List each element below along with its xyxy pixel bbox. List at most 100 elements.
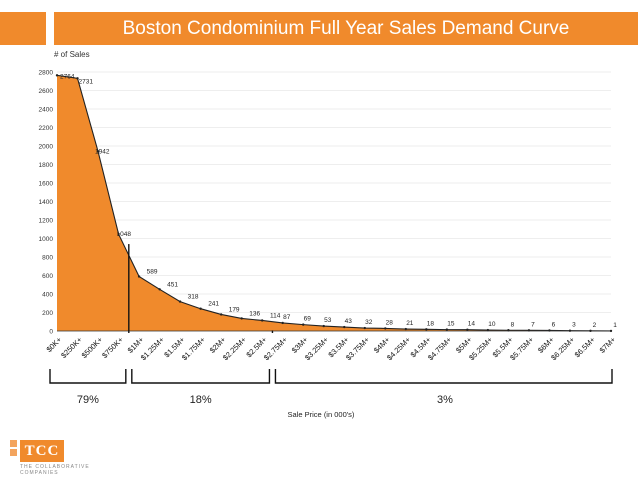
- y-tick-label-2200: 2200: [39, 125, 54, 132]
- data-point-24: [548, 329, 551, 332]
- y-tick-label-1000: 1000: [39, 236, 54, 243]
- logo-subtitle: THE COLLABORATIVE COMPANIES: [20, 464, 90, 476]
- demand-area: [57, 75, 611, 331]
- data-point-7: [199, 307, 202, 310]
- chart-title: Boston Condominium Full Year Sales Deman…: [122, 18, 570, 39]
- data-point-25: [568, 329, 572, 332]
- data-label-5: 451: [167, 281, 178, 288]
- data-point-26: [589, 329, 592, 333]
- x-tick-label-1: $250K+: [59, 335, 84, 360]
- tcc-logo: TCC THE COLLABORATIVE COMPANIES: [10, 440, 89, 476]
- logo-square-1: [10, 440, 17, 447]
- data-label-11: 87: [283, 314, 291, 321]
- bracket-2: [274, 369, 613, 384]
- bracket-0: [49, 369, 127, 384]
- data-label-21: 10: [488, 321, 496, 328]
- x-axis-label: Sale Price (in 000's): [288, 410, 355, 419]
- data-point-21: [486, 328, 490, 332]
- y-tick-label-1200: 1200: [39, 218, 54, 225]
- bracket-label-2: 3%: [437, 394, 453, 406]
- x-tick-label-21: $5.25M+: [467, 335, 495, 363]
- x-tick-label-27: $7M+: [598, 335, 618, 355]
- data-label-16: 28: [386, 319, 394, 326]
- data-label-20: 14: [468, 321, 476, 328]
- data-label-7: 241: [208, 301, 219, 308]
- y-tick-label-2400: 2400: [39, 107, 54, 114]
- y-tick-label-0: 0: [49, 329, 53, 336]
- data-label-14: 43: [345, 318, 353, 325]
- data-point-27: [609, 329, 613, 333]
- data-label-12: 69: [304, 316, 312, 323]
- y-axis-label: # of Sales: [54, 50, 90, 59]
- data-label-15: 32: [365, 319, 373, 326]
- y-tick-label-600: 600: [42, 273, 53, 280]
- data-point-1: [76, 77, 79, 80]
- bracket-1: [131, 369, 271, 384]
- bracket-label-1: 18%: [190, 394, 212, 406]
- data-point-4: [137, 275, 141, 278]
- x-tick-label-9: $2.25M+: [221, 335, 249, 363]
- data-label-6: 318: [188, 294, 199, 301]
- data-point-6: [178, 300, 182, 303]
- demand-line: [56, 74, 612, 332]
- data-label-26: 2: [593, 322, 597, 329]
- x-tick-label-25: $6.25M+: [549, 335, 577, 363]
- y-tick-label-800: 800: [42, 255, 53, 262]
- data-point-11: [281, 321, 284, 325]
- x-tick-label-26: $6.5M+: [573, 335, 598, 360]
- data-point-3: [117, 232, 120, 236]
- data-point-9: [240, 317, 243, 320]
- data-point-14: [343, 325, 346, 329]
- data-label-0: 2764: [60, 73, 75, 80]
- data-label-8: 179: [229, 306, 240, 313]
- x-tick-label-19: $4.75M+: [426, 335, 454, 363]
- data-point-17: [404, 327, 408, 331]
- data-label-13: 53: [324, 317, 332, 324]
- y-tick-label-2000: 2000: [39, 144, 54, 151]
- y-tick-label-200: 200: [42, 310, 53, 317]
- y-tick-label-1800: 1800: [39, 162, 54, 169]
- title-accent-block: [0, 12, 46, 45]
- data-point-18: [425, 328, 428, 331]
- data-label-23: 7: [531, 321, 535, 328]
- y-tick-label-2600: 2600: [39, 88, 54, 95]
- data-point-5: [158, 288, 161, 291]
- x-tick-label-23: $5.75M+: [508, 335, 536, 363]
- data-point-13: [322, 324, 325, 328]
- x-tick-label-3: $750K+: [100, 335, 125, 360]
- data-point-22: [507, 329, 510, 332]
- data-label-27: 1: [613, 322, 617, 329]
- data-label-19: 15: [447, 321, 455, 328]
- y-tick-label-1600: 1600: [39, 181, 54, 188]
- x-tick-label-13: $3.25M+: [303, 335, 331, 363]
- x-tick-label-7: $1.75M+: [180, 335, 208, 363]
- data-label-25: 3: [572, 322, 576, 329]
- logo-mark: TCC: [20, 440, 64, 462]
- data-label-22: 8: [511, 321, 515, 328]
- y-tick-label-2800: 2800: [39, 70, 54, 77]
- data-point-15: [363, 326, 366, 330]
- x-tick-label-17: $4.25M+: [385, 335, 413, 363]
- x-tick-label-2: $500K+: [80, 335, 105, 360]
- data-point-23: [527, 329, 531, 332]
- data-label-24: 6: [552, 321, 556, 328]
- data-label-4: 589: [147, 269, 158, 276]
- logo-square-2: [10, 449, 17, 456]
- data-label-9: 136: [249, 310, 260, 317]
- bracket-label-0: 79%: [77, 394, 99, 406]
- data-point-20: [466, 328, 469, 331]
- data-label-10: 114: [270, 312, 281, 319]
- data-label-3: 1048: [117, 231, 132, 238]
- data-point-12: [302, 323, 305, 326]
- data-label-18: 18: [427, 320, 435, 327]
- y-tick-label-400: 400: [42, 292, 53, 299]
- data-point-19: [445, 328, 449, 331]
- data-label-17: 21: [406, 320, 414, 327]
- data-point-0: [55, 74, 59, 77]
- data-point-2: [96, 150, 100, 153]
- data-point-16: [384, 327, 387, 330]
- x-tick-label-11: $2.75M+: [262, 335, 290, 363]
- data-point-10: [260, 319, 264, 322]
- x-tick-label-15: $3.75M+: [344, 335, 372, 363]
